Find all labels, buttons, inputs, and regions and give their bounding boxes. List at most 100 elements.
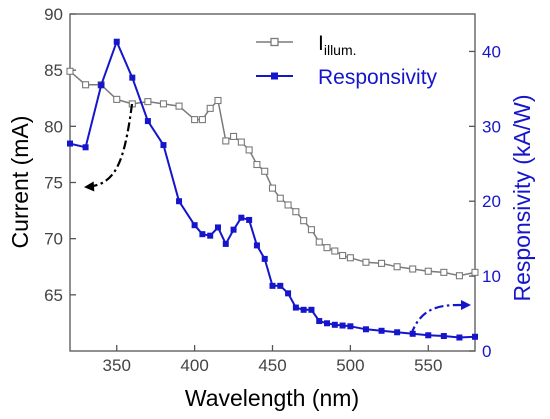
responsivity-point bbox=[144, 118, 151, 125]
legend-responsivity-label: Responsivity bbox=[318, 66, 438, 89]
responsivity-point bbox=[285, 290, 292, 297]
responsivity-point bbox=[339, 322, 346, 329]
current-point bbox=[440, 268, 448, 276]
legend: Iillum. Responsivity bbox=[256, 32, 438, 89]
responsivity-point bbox=[456, 334, 463, 341]
current-point bbox=[206, 104, 214, 112]
x-tick-label: 400 bbox=[180, 356, 208, 375]
y-right-tick-label: 10 bbox=[482, 267, 501, 286]
responsivity-point bbox=[331, 321, 338, 328]
responsivity-point bbox=[98, 82, 105, 89]
left-axis-ticks: 65 70 75 80 85 90 bbox=[44, 5, 76, 305]
responsivity-point bbox=[129, 74, 136, 81]
current-point bbox=[261, 167, 269, 175]
current-point bbox=[113, 95, 121, 103]
y-left-tick-label: 65 bbox=[44, 286, 63, 305]
current-point bbox=[253, 160, 261, 169]
y-left-tick-label: 85 bbox=[44, 61, 63, 80]
responsivity-point bbox=[347, 323, 354, 330]
legend-current-label: Iillum. bbox=[318, 32, 357, 58]
current-point bbox=[346, 254, 354, 262]
responsivity-point bbox=[277, 282, 284, 289]
current-point bbox=[214, 96, 222, 105]
current-point bbox=[315, 238, 323, 246]
responsivity-point bbox=[82, 144, 89, 151]
responsivity-point bbox=[214, 224, 221, 231]
responsivity-point bbox=[261, 255, 268, 262]
current-point bbox=[237, 138, 245, 146]
responsivity-point bbox=[440, 333, 447, 340]
current-point bbox=[377, 259, 386, 267]
bottom-axis-ticks: 350 400 450 500 550 bbox=[103, 345, 442, 375]
current-point bbox=[284, 201, 292, 209]
current-series bbox=[66, 67, 479, 280]
current-point bbox=[66, 67, 74, 75]
responsivity-point bbox=[292, 304, 299, 311]
current-point bbox=[471, 268, 479, 276]
right-axis-ticks: 0 10 20 30 40 bbox=[469, 42, 501, 361]
y-right-axis-title: Responsivity (kA/W) bbox=[509, 94, 535, 301]
current-point bbox=[222, 137, 230, 145]
right-axis-arrow bbox=[409, 299, 471, 336]
y-right-tick-label: 30 bbox=[482, 117, 501, 136]
current-point bbox=[191, 116, 199, 124]
responsivity-point bbox=[425, 332, 432, 339]
y-left-axis-title: Current (mA) bbox=[7, 116, 33, 249]
legend-current-marker bbox=[270, 37, 279, 47]
current-point bbox=[82, 81, 90, 89]
y-left-tick-label: 90 bbox=[44, 5, 63, 24]
responsivity-point bbox=[222, 240, 229, 247]
y-right-tick-label: 0 bbox=[482, 342, 491, 361]
responsivity-point bbox=[176, 198, 183, 205]
current-point bbox=[245, 146, 253, 154]
responsivity-point bbox=[394, 329, 401, 336]
responsivity-point bbox=[246, 216, 253, 223]
current-point bbox=[409, 265, 417, 273]
x-tick-label: 350 bbox=[103, 356, 131, 375]
responsivity-point bbox=[308, 306, 315, 313]
responsivity-point bbox=[316, 318, 323, 325]
responsivity-point bbox=[409, 330, 416, 337]
left-axis-arrow bbox=[84, 103, 134, 192]
responsivity-point bbox=[253, 242, 260, 249]
responsivity-point bbox=[269, 282, 276, 289]
responsivity-point bbox=[300, 306, 307, 313]
current-point bbox=[300, 217, 308, 225]
current-point bbox=[307, 226, 315, 234]
y-left-tick-label: 80 bbox=[44, 117, 63, 136]
current-point bbox=[276, 194, 284, 202]
current-point bbox=[159, 100, 168, 108]
current-point bbox=[362, 258, 370, 266]
responsivity-point bbox=[472, 333, 478, 340]
x-tick-label: 550 bbox=[414, 356, 442, 375]
responsivity-point bbox=[324, 320, 331, 327]
responsivity-series bbox=[67, 38, 478, 341]
legend-current-subscript: illum. bbox=[324, 42, 357, 58]
y-right-tick-label: 40 bbox=[482, 42, 501, 61]
current-point bbox=[268, 184, 277, 192]
current-point bbox=[331, 247, 339, 255]
responsivity-point bbox=[113, 38, 120, 45]
responsivity-point bbox=[238, 214, 245, 221]
x-tick-label: 450 bbox=[258, 356, 286, 375]
current-point bbox=[323, 244, 331, 252]
responsivity-point bbox=[191, 222, 198, 229]
current-point bbox=[175, 102, 183, 110]
responsivity-point bbox=[362, 326, 369, 333]
current-point bbox=[292, 208, 300, 216]
current-point bbox=[455, 272, 463, 280]
y-left-tick-label: 75 bbox=[44, 174, 63, 193]
y-right-tick-label: 20 bbox=[482, 192, 501, 211]
current-point bbox=[144, 98, 152, 106]
x-axis-title: Wavelength (nm) bbox=[185, 385, 359, 411]
plot-frame bbox=[69, 13, 476, 352]
responsivity-point bbox=[199, 231, 206, 238]
responsivity-point bbox=[230, 226, 237, 233]
responsivity-point bbox=[160, 142, 167, 149]
responsivity-point bbox=[378, 327, 385, 334]
responsivity-point bbox=[67, 140, 73, 147]
x-tick-label: 500 bbox=[336, 356, 364, 375]
current-point bbox=[393, 263, 401, 271]
legend-responsivity-marker bbox=[271, 72, 278, 80]
